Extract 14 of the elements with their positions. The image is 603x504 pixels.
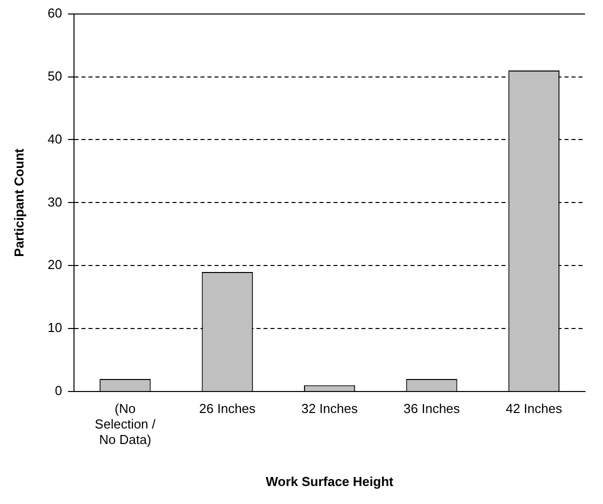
x-tick-label: (No Selection / No Data) <box>94 400 156 448</box>
x-tick-label: 26 Inches <box>199 400 256 416</box>
y-tick-label: 20 <box>48 257 62 272</box>
x-tick-label: 36 Inches <box>404 400 460 416</box>
x-tick-label: 42 Inches <box>506 400 563 416</box>
y-tick-label: 10 <box>48 320 62 336</box>
x-axis-title: Work Surface Height <box>266 474 394 489</box>
y-tick-label: 50 <box>48 68 62 84</box>
y-tick-label: 30 <box>48 194 62 210</box>
x-tick-label: 32 Inches <box>301 400 358 416</box>
y-tick-label: 40 <box>48 131 62 146</box>
y-axis-title: Participant Count <box>11 148 26 257</box>
y-tick-label: 60 <box>48 5 62 20</box>
y-tick-label: 0 <box>54 383 62 398</box>
